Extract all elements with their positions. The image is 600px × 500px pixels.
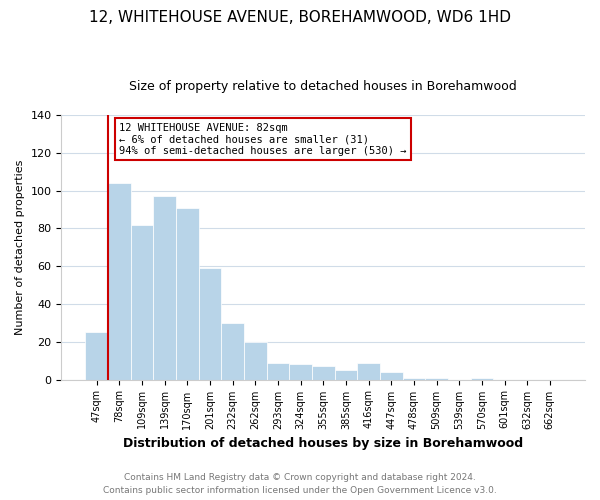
Bar (108, 183, 131, 380)
Bar (425, 378, 448, 380)
Text: 12, WHITEHOUSE AVENUE, BOREHAMWOOD, WD6 1HD: 12, WHITEHOUSE AVENUE, BOREHAMWOOD, WD6 … (89, 10, 511, 25)
Bar (153, 196, 176, 380)
Y-axis label: Number of detached properties: Number of detached properties (15, 160, 25, 335)
Bar (312, 366, 335, 380)
Bar (244, 342, 266, 380)
Bar (266, 362, 289, 380)
Bar (199, 268, 221, 380)
Text: 12 WHITEHOUSE AVENUE: 82sqm
← 6% of detached houses are smaller (31)
94% of semi: 12 WHITEHOUSE AVENUE: 82sqm ← 6% of deta… (119, 122, 407, 156)
Bar (221, 323, 244, 380)
Bar (380, 372, 403, 380)
Bar (131, 224, 153, 380)
Title: Size of property relative to detached houses in Borehamwood: Size of property relative to detached ho… (130, 80, 517, 93)
Bar (403, 378, 425, 380)
Bar (289, 364, 312, 380)
Bar (357, 362, 380, 380)
Bar (85, 332, 108, 380)
Bar (470, 378, 493, 380)
Bar (176, 208, 199, 380)
Text: Contains HM Land Registry data © Crown copyright and database right 2024.
Contai: Contains HM Land Registry data © Crown c… (103, 474, 497, 495)
X-axis label: Distribution of detached houses by size in Borehamwood: Distribution of detached houses by size … (123, 437, 523, 450)
Bar (335, 370, 357, 380)
